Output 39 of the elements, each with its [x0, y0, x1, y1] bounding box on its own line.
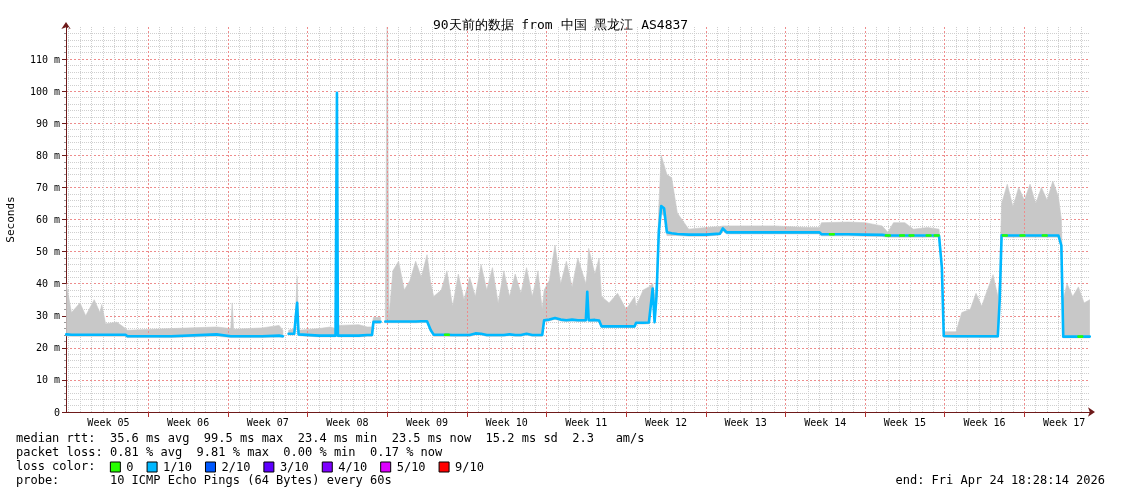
x-tick-label: Week 16 — [963, 416, 1006, 428]
y-tick-label: 60 m — [35, 214, 60, 225]
y-tick-label: 80 m — [35, 149, 60, 161]
x-tick-label: Week 10 — [485, 416, 528, 428]
legend-label: 9/10 — [455, 460, 484, 474]
y-tick-label: 10 m — [35, 374, 60, 386]
legend-label: 5/10 — [396, 460, 426, 474]
text: median rtt: 35.6 ms avg 99.5 ms max 23.4 ms min 23.5 ms now 15.2 ms sd 2.3 am/s — [16, 431, 645, 445]
y-tick-label: 20 m — [35, 342, 60, 354]
y-tick-label: 50 m — [35, 246, 60, 258]
y-tick-label: 0 — [53, 406, 60, 418]
x-tick-label: Week 12 — [644, 416, 688, 428]
y-tick-label: 110 m — [29, 53, 60, 65]
x-tick-label: Week 17 — [1043, 416, 1086, 428]
x-tick-label: Week 05 — [87, 416, 130, 428]
text: end: Fri Apr 24 18:28:14 2026 — [895, 473, 1105, 487]
legend-label: 2/10 — [221, 460, 251, 474]
y-tick-label: 70 m — [35, 181, 60, 193]
legend-label: 4/10 — [338, 460, 368, 474]
y-axis-title: Seconds — [4, 196, 17, 243]
x-tick-label: Week 14 — [804, 416, 847, 428]
x-tick-label: Week 15 — [883, 416, 926, 428]
legend-label: 1/10 — [163, 460, 192, 474]
y-tick-label: 40 m — [35, 278, 60, 290]
x-tick-label: Week 13 — [724, 416, 767, 428]
x-tick-label: Week 06 — [167, 416, 210, 428]
x-tick-label: Week 11 — [565, 416, 608, 428]
text: packet loss: 0.81 % avg 9.81 % max 0.00 % min 0.17 % now — [16, 445, 443, 459]
text: probe: 10 ICMP Echo Pings (64 Bytes) every 60s — [16, 473, 392, 487]
y-tick-label: 100 m — [29, 85, 60, 97]
chart-title: 90天前的数据 from 中国 黑龙江 AS4837 — [432, 17, 689, 32]
y-tick-label: 90 m — [35, 117, 60, 129]
x-tick-label: Week 09 — [405, 416, 449, 428]
legend-label: 3/10 — [279, 460, 309, 474]
x-tick-label: Week 08 — [326, 416, 369, 428]
x-tick-label: Week 07 — [246, 416, 289, 428]
y-tick-label: 30 m — [35, 310, 60, 322]
legend-title: loss color: — [16, 459, 96, 473]
legend-label: 0 — [126, 460, 134, 474]
